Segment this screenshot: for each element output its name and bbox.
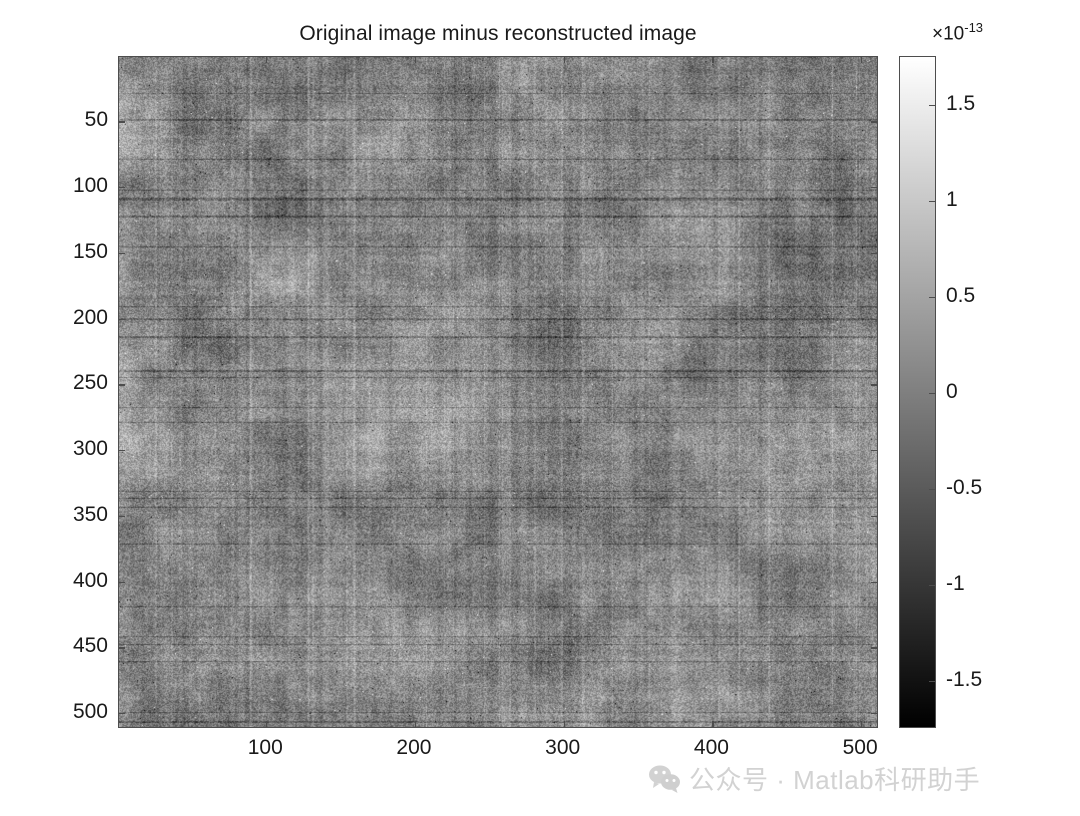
x-tick-mark-top: [266, 57, 268, 63]
y-tick-mark-right: [871, 252, 877, 255]
difference-image-canvas: [119, 57, 877, 727]
x-tick-mark-top: [712, 57, 714, 63]
y-tick-label: 350: [72, 502, 108, 526]
x-tick-mark: [414, 721, 417, 727]
y-tick-label: 400: [72, 568, 108, 592]
colorbar-exponent-label: ×10-13: [932, 20, 984, 45]
colorbar-tick-mark: [929, 297, 935, 299]
y-tick-mark-right: [871, 713, 877, 715]
colorbar-tick-mark: [929, 489, 935, 491]
colorbar-tick-mark: [929, 585, 935, 587]
x-tick-label: 400: [693, 736, 729, 759]
y-tick-mark: [119, 713, 125, 715]
colorbar-tick-label: 0: [946, 380, 958, 403]
watermark: 公众号 · Matlab科研助手: [648, 760, 980, 797]
colorbar-tick-label: -1.5: [946, 668, 983, 691]
y-tick-label: 450: [72, 634, 108, 658]
colorbar-tick-mark: [929, 393, 935, 395]
heatmap-axes[interactable]: [118, 56, 878, 728]
y-tick-label: 300: [72, 437, 108, 461]
x-tick-mark: [563, 721, 565, 727]
y-tick-mark: [119, 450, 125, 452]
x-tick-mark-top: [861, 57, 863, 63]
x-tick-mark: [861, 721, 863, 727]
colorbar[interactable]: [899, 56, 936, 728]
y-tick-label: 50: [84, 108, 108, 132]
colorbar-tick-label: -0.5: [946, 476, 983, 499]
y-tick-mark-right: [871, 187, 877, 189]
y-tick-label: 100: [72, 174, 108, 198]
y-tick-mark-right: [871, 318, 877, 320]
y-tick-mark-right: [871, 647, 877, 649]
colorbar-tick-mark: [929, 201, 935, 203]
colorbar-tick-label: 0.5: [946, 284, 976, 307]
x-tick-label: 200: [396, 736, 432, 759]
y-tick-mark: [119, 581, 125, 583]
x-tick-mark: [266, 721, 268, 727]
y-tick-mark: [119, 252, 125, 255]
y-tick-label: 200: [72, 305, 108, 329]
x-tick-label: 100: [247, 736, 283, 759]
x-tick-label: 300: [545, 736, 581, 759]
wechat-icon: [649, 765, 680, 793]
y-tick-mark-right: [871, 450, 877, 452]
y-tick-mark-right: [871, 581, 877, 583]
x-tick-mark: [712, 721, 714, 727]
y-tick-mark: [119, 647, 125, 649]
y-tick-mark-right: [871, 121, 877, 123]
x-tick-mark-top: [563, 57, 565, 63]
colorbar-tick-mark: [929, 105, 935, 107]
y-tick-mark: [119, 187, 125, 189]
watermark-text: 公众号 · Matlab科研助手: [689, 765, 981, 795]
y-tick-label: 150: [72, 239, 108, 263]
page-title: Original image minus reconstructed image: [299, 22, 697, 45]
colorbar-tick-label: -1: [946, 572, 965, 595]
colorbar-tick-label: 1.5: [946, 92, 976, 115]
y-tick-label: 250: [72, 371, 108, 395]
x-tick-mark-top: [414, 57, 417, 63]
y-tick-mark: [119, 515, 125, 518]
y-tick-mark-right: [871, 384, 877, 386]
y-tick-label: 500: [72, 700, 108, 724]
y-tick-mark: [119, 384, 125, 386]
colorbar-tick-mark: [929, 681, 935, 683]
colorbar-tick-label: 1: [946, 188, 958, 211]
y-tick-mark-right: [871, 515, 877, 518]
x-tick-label: 500: [842, 736, 878, 759]
y-tick-mark: [119, 318, 125, 320]
y-tick-mark: [119, 121, 125, 123]
